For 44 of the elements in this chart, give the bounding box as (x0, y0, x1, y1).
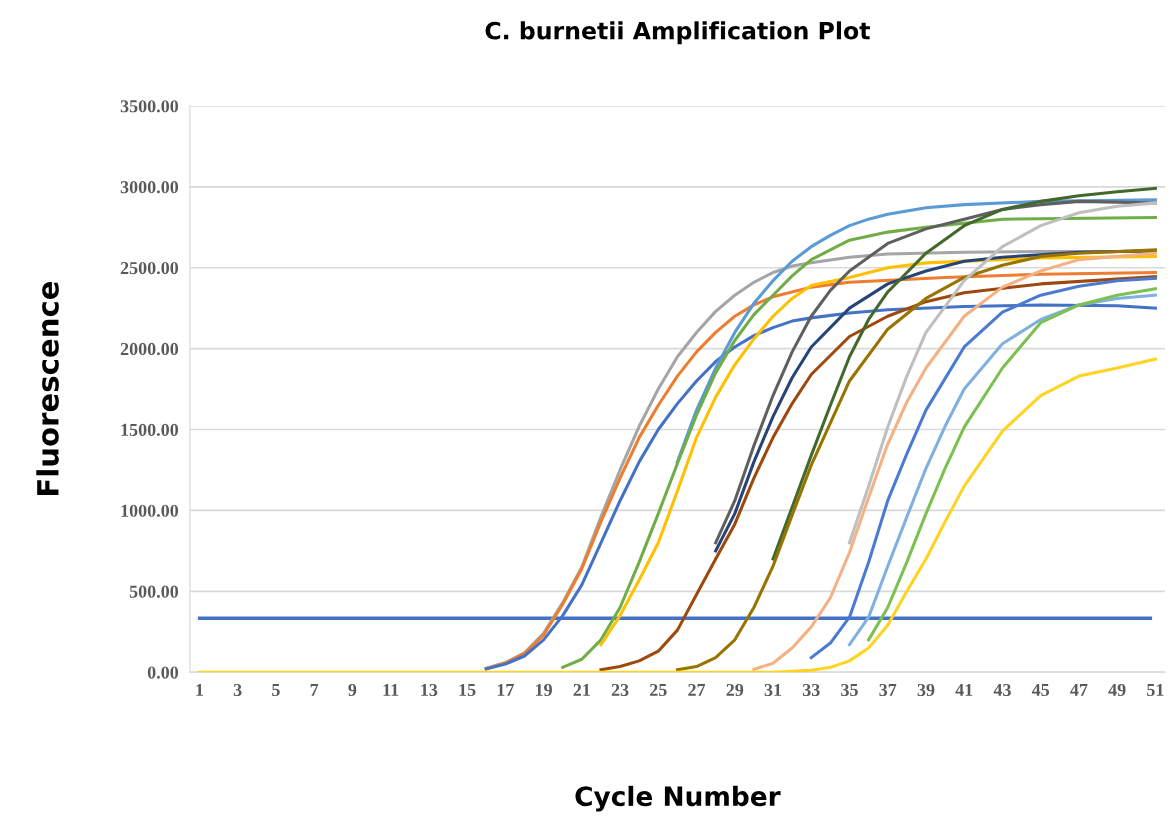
x-tick-label: 45 (1031, 683, 1050, 697)
y-tick-label: 0.00 (147, 666, 179, 679)
x-tick-label: 3 (233, 683, 242, 697)
x-tick-label: 41 (955, 683, 973, 696)
line-series (561, 216, 1157, 669)
x-tick-label: 43 (993, 683, 1011, 697)
x-tick-label: 9 (348, 683, 357, 697)
x-tick-label: 49 (1108, 683, 1126, 697)
line-series (675, 248, 1157, 672)
line-series (752, 251, 1157, 671)
y-axis-title: Fluorescence (36, 281, 59, 495)
x-tick-label: 11 (383, 683, 399, 696)
x-tick-label: 5 (272, 684, 280, 697)
line-series (771, 186, 1157, 561)
x-tick-label: 15 (459, 683, 476, 697)
x-tick-label: 27 (688, 683, 706, 696)
y-tick-label: 1000.00 (121, 504, 179, 517)
line-series (197, 357, 1157, 673)
line-series (714, 199, 1157, 545)
y-tick-label: 3500.00 (120, 100, 179, 113)
x-tick-label: 19 (536, 683, 552, 697)
x-tick-label: 25 (650, 683, 667, 697)
x-axis-title: Cycle Number (575, 785, 781, 812)
y-tick-label: 1500.00 (121, 423, 179, 437)
x-tick-label: 23 (611, 683, 629, 697)
x-tick-label: 33 (802, 683, 820, 697)
y-tick-label: 3000.00 (120, 181, 179, 194)
x-tick-label: 35 (841, 683, 858, 697)
x-tick-label: 29 (726, 683, 744, 697)
x-tick-label: 1 (196, 683, 203, 696)
x-tick-label: 17 (497, 683, 514, 696)
x-tick-label: 51 (1147, 683, 1164, 697)
y-tick-label: 2000.00 (120, 342, 179, 356)
x-tick-label: 31 (764, 683, 782, 697)
x-tick-label: 37 (879, 683, 897, 697)
y-tick-label: 500.00 (129, 585, 179, 598)
x-tick-label: 47 (1070, 683, 1088, 696)
x-tick-label: 21 (573, 683, 590, 696)
y-tick-label: 2500.00 (120, 261, 179, 275)
x-tick-label: 39 (917, 683, 935, 697)
line-series (847, 201, 1157, 545)
x-tick-label: 7 (310, 684, 319, 696)
x-tick-label: 13 (421, 683, 438, 697)
chart-title: C. burnetii Amplification Plot (485, 21, 870, 45)
